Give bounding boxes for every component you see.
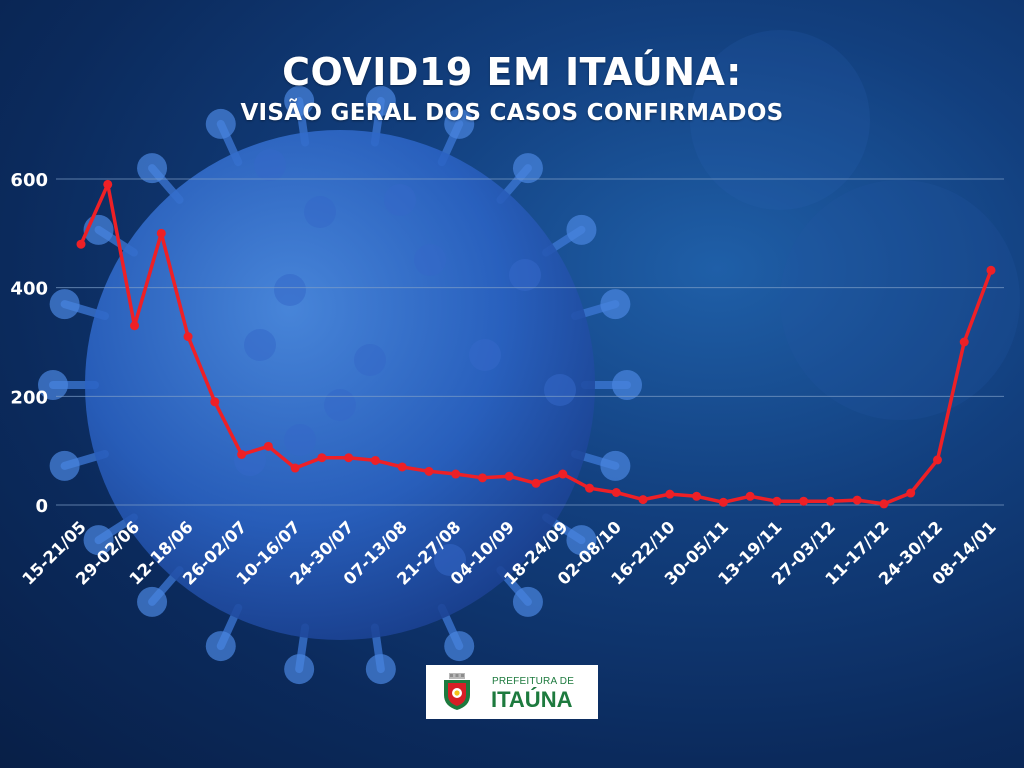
- data-point: [477, 473, 487, 483]
- data-point: [504, 471, 514, 481]
- chart-title: COVID19 EM ITAÚNA:: [282, 50, 742, 94]
- data-point: [825, 496, 835, 506]
- data-point: [317, 453, 327, 463]
- data-point: [665, 489, 675, 499]
- data-point: [692, 491, 702, 501]
- data-point: [959, 337, 969, 347]
- data-point: [237, 449, 247, 459]
- data-point: [906, 488, 916, 498]
- logo-itauna-text: ITAÚNA: [491, 687, 573, 712]
- data-point: [585, 483, 595, 493]
- y-tick-label: 200: [10, 387, 48, 408]
- series-group: [76, 179, 996, 509]
- data-point: [932, 455, 942, 465]
- x-axis-ticks: 15-21/0529-02/0612-18/0626-02/0710-16/07…: [19, 517, 1000, 588]
- prefeitura-logo: PREFEITURA DE ITAÚNA: [426, 665, 598, 719]
- data-point: [451, 469, 461, 479]
- virus-blobs: [234, 149, 576, 576]
- data-point: [879, 499, 889, 509]
- y-tick-label: 400: [10, 279, 48, 300]
- data-point: [156, 228, 166, 238]
- data-point: [799, 496, 809, 506]
- data-point: [531, 478, 541, 488]
- data-point: [76, 239, 86, 249]
- y-tick-label: 0: [35, 496, 48, 517]
- data-point: [103, 179, 113, 189]
- data-point: [558, 469, 568, 479]
- data-point: [290, 463, 300, 473]
- virus-body: [85, 130, 595, 640]
- series-line: [79, 182, 993, 506]
- data-point: [397, 462, 407, 472]
- data-point: [611, 488, 621, 498]
- data-point: [344, 453, 354, 463]
- data-point: [638, 495, 648, 505]
- virus-spikes: [38, 85, 642, 685]
- data-point: [210, 397, 220, 407]
- data-point: [772, 496, 782, 506]
- crest-icon: [444, 673, 470, 710]
- data-point: [718, 497, 728, 507]
- data-point: [183, 332, 193, 342]
- y-axis-ticks: 0 200 400 600: [10, 170, 48, 517]
- data-point: [424, 466, 434, 476]
- data-point: [745, 491, 755, 501]
- logo-prefeitura-text: PREFEITURA DE: [492, 676, 575, 687]
- data-point: [263, 441, 273, 451]
- y-tick-label: 600: [10, 170, 48, 191]
- data-point: [986, 265, 996, 275]
- data-point: [852, 495, 862, 505]
- data-point: [130, 321, 140, 331]
- data-point: [370, 455, 380, 465]
- chart-subtitle: VISÃO GERAL DOS CASOS CONFIRMADOS: [240, 100, 784, 126]
- grid-lines: [56, 178, 1004, 506]
